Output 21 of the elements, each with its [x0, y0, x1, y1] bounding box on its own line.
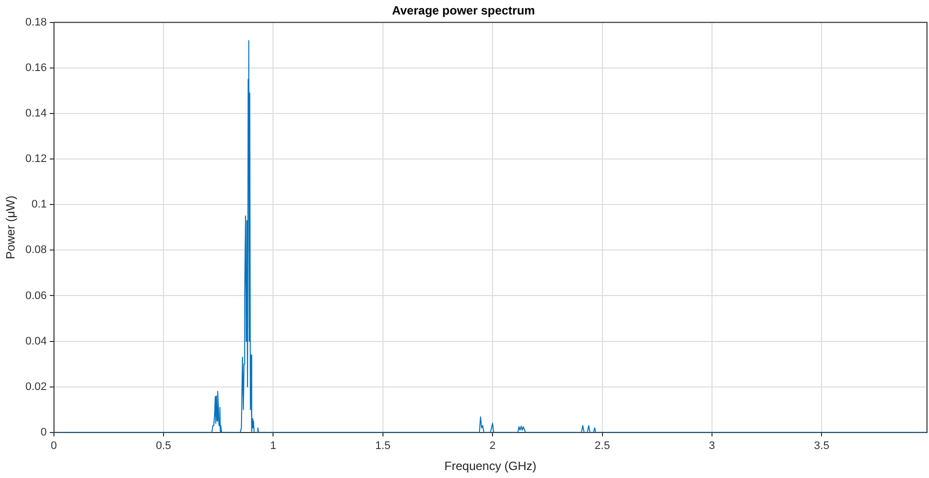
y-axis-title: Power (μW) [4, 196, 18, 260]
y-tick-label: 0.02 [25, 380, 47, 393]
y-tick-label: 0.08 [25, 244, 47, 256]
y-tick-label: 0.14 [25, 108, 47, 120]
chart-title: Average power spectrum [392, 4, 535, 18]
y-tick-label: 0.1 [32, 198, 47, 211]
x-tick-label: 2.5 [594, 440, 610, 452]
x-tick-label: 3.5 [814, 440, 830, 452]
y-tick-label: 0.04 [25, 335, 47, 348]
y-tick-label: 0 [40, 426, 47, 438]
x-axis-title: Frequency (GHz) [444, 459, 536, 474]
x-tick-label: 0.5 [156, 440, 172, 452]
x-tick-label: 0 [50, 440, 57, 452]
x-tick-label: 3 [708, 440, 716, 452]
y-tick-label: 0.16 [25, 62, 47, 74]
x-tick-label: 1 [270, 440, 276, 452]
y-tick-label: 0.06 [25, 290, 47, 302]
y-tick-label: 0.12 [25, 153, 47, 166]
x-tick-label: 2 [490, 440, 496, 452]
y-tick-label: 0.18 [25, 16, 47, 28]
x-tick-label: 1.5 [375, 440, 391, 452]
